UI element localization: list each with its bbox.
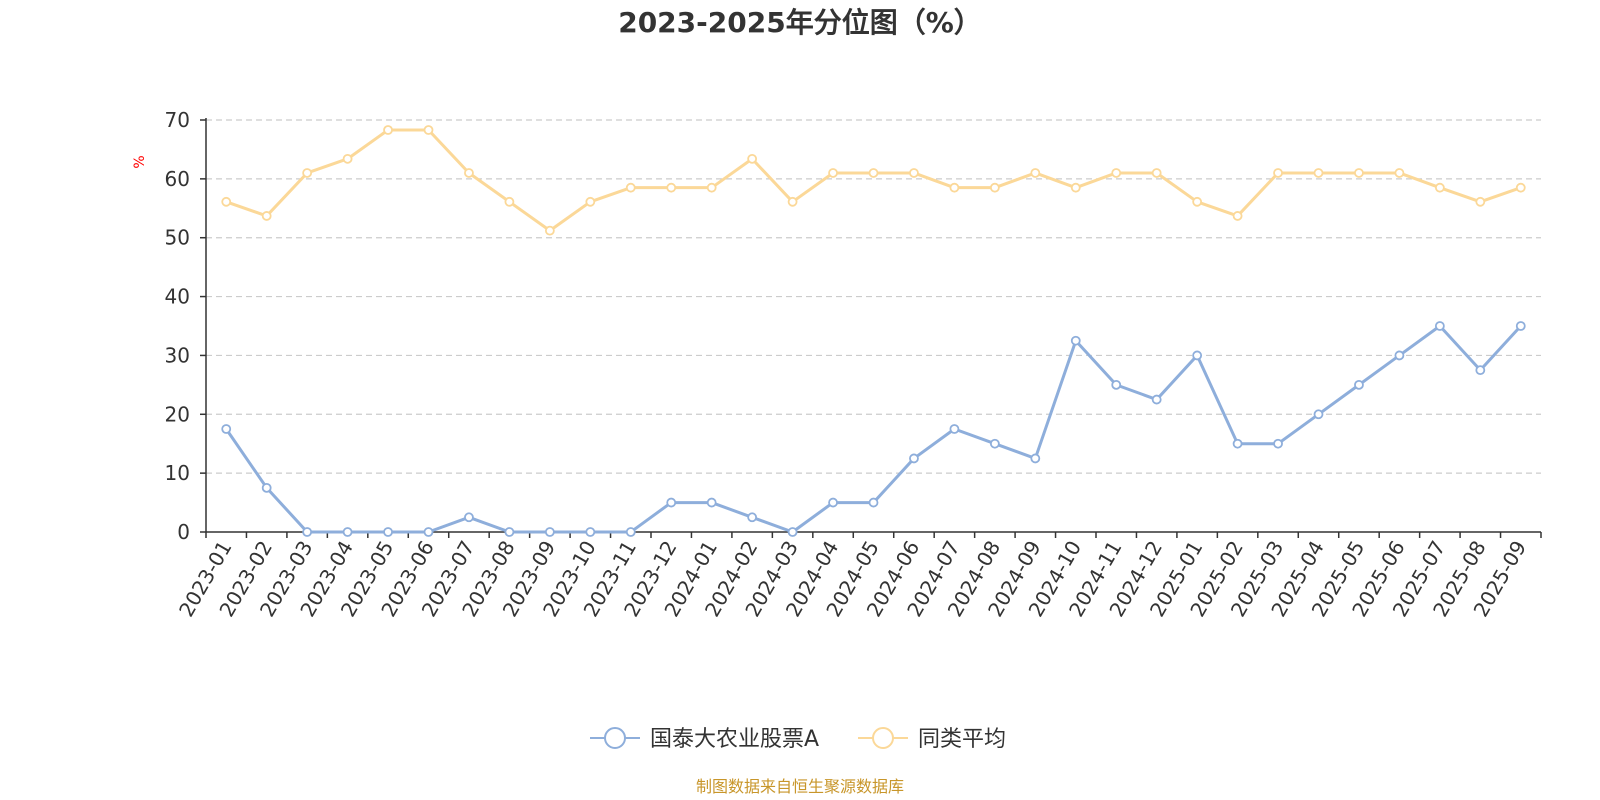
data-point-series-1 (464, 168, 474, 178)
data-point-series-1 (261, 211, 272, 221)
data-point-series-1 (585, 196, 596, 207)
data-point-series-1 (949, 182, 960, 193)
data-point-series-0 (261, 482, 272, 493)
data-point-series-1 (342, 153, 353, 164)
data-point-series-0 (1070, 335, 1081, 346)
data-point-series-0 (666, 497, 677, 508)
y-axis-unit-label: % (132, 155, 148, 168)
source-note: 制图数据来自恒生聚源数据库 (696, 777, 904, 796)
data-point-series-0 (1313, 409, 1324, 420)
y-tick-label: 20 (165, 402, 190, 426)
data-point-series-0 (828, 497, 838, 508)
data-point-series-0 (423, 527, 434, 537)
data-point-series-0 (989, 438, 1000, 449)
data-point-series-1 (504, 196, 515, 207)
axes: 0102030405060702023-012023-022023-032023… (165, 108, 1542, 621)
data-point-series-1 (1434, 182, 1445, 193)
data-point-series-1 (1273, 168, 1283, 178)
data-point-series-0 (585, 527, 596, 537)
data-point-series-1 (666, 182, 677, 193)
data-point-series-0 (383, 527, 393, 537)
data-point-series-0 (949, 424, 960, 434)
data-point-series-1 (989, 182, 1000, 193)
data-point-series-1 (868, 168, 879, 178)
data-point-series-1 (1354, 168, 1364, 178)
y-tick-label: 60 (165, 167, 190, 191)
data-point-series-1 (383, 125, 393, 135)
data-point-series-1 (1030, 168, 1041, 178)
legend-swatch-marker (872, 727, 894, 749)
data-point-series-1 (1475, 196, 1486, 207)
data-point-series-0 (1192, 350, 1203, 361)
data-point-series-0 (342, 527, 353, 537)
data-point-series-1 (1192, 196, 1203, 207)
data-point-series-1 (1394, 168, 1405, 178)
data-point-series-1 (787, 196, 798, 207)
data-point-series-0 (868, 497, 879, 508)
data-point-series-1 (1111, 168, 1122, 178)
data-point-series-0 (221, 424, 232, 434)
data-point-series-1 (423, 125, 434, 135)
data-point-series-0 (1111, 379, 1122, 390)
legend-item-series-b[interactable]: 同类平均 (858, 727, 1006, 752)
data-point-series-1 (625, 182, 636, 193)
legend-item-series-a[interactable]: 国泰大农业股票A (590, 727, 819, 752)
series-lines (221, 125, 1526, 537)
y-tick-label: 40 (165, 285, 190, 309)
data-point-series-1 (302, 168, 313, 178)
data-point-series-0 (1515, 321, 1526, 331)
data-point-series-1 (1515, 182, 1526, 193)
data-point-series-1 (1313, 168, 1324, 178)
data-point-series-1 (1232, 211, 1243, 221)
data-point-series-0 (1273, 438, 1283, 449)
data-point-series-0 (909, 453, 919, 464)
data-point-series-1 (1151, 168, 1162, 178)
y-tick-label: 70 (165, 108, 190, 132)
data-point-series-1 (544, 225, 555, 236)
data-point-series-0 (1354, 379, 1364, 390)
legend-label-series-a: 国泰大农业股票A (650, 727, 819, 752)
legend: 国泰大农业股票A 同类平均 (590, 727, 1006, 752)
data-point-series-0 (1434, 321, 1445, 331)
data-point-series-1 (909, 168, 919, 178)
data-point-series-0 (706, 497, 717, 508)
data-point-series-0 (504, 527, 515, 537)
y-tick-label: 50 (165, 226, 190, 250)
y-tick-label: 10 (165, 461, 190, 485)
y-tick-label: 30 (165, 343, 190, 367)
data-point-series-0 (787, 527, 798, 537)
data-point-series-0 (1030, 453, 1041, 464)
data-point-series-1 (221, 196, 232, 207)
data-point-series-0 (1232, 438, 1243, 449)
data-point-series-0 (1151, 394, 1162, 405)
data-point-series-1 (1070, 182, 1081, 193)
data-point-series-0 (1394, 350, 1405, 361)
data-point-series-0 (1475, 365, 1486, 376)
data-point-series-0 (747, 512, 758, 523)
data-point-series-0 (302, 527, 313, 537)
data-point-series-0 (625, 527, 636, 537)
data-point-series-0 (544, 527, 555, 537)
data-point-series-1 (706, 182, 717, 193)
legend-swatch-marker (604, 727, 626, 749)
chart-title: 2023-2025年分位图（%） (618, 6, 982, 39)
series-line-1 (225, 128, 1522, 233)
data-point-series-1 (747, 153, 758, 164)
data-point-series-1 (828, 168, 838, 178)
data-point-series-0 (464, 512, 474, 523)
legend-label-series-b: 同类平均 (918, 727, 1006, 752)
y-tick-label: 0 (177, 520, 190, 544)
